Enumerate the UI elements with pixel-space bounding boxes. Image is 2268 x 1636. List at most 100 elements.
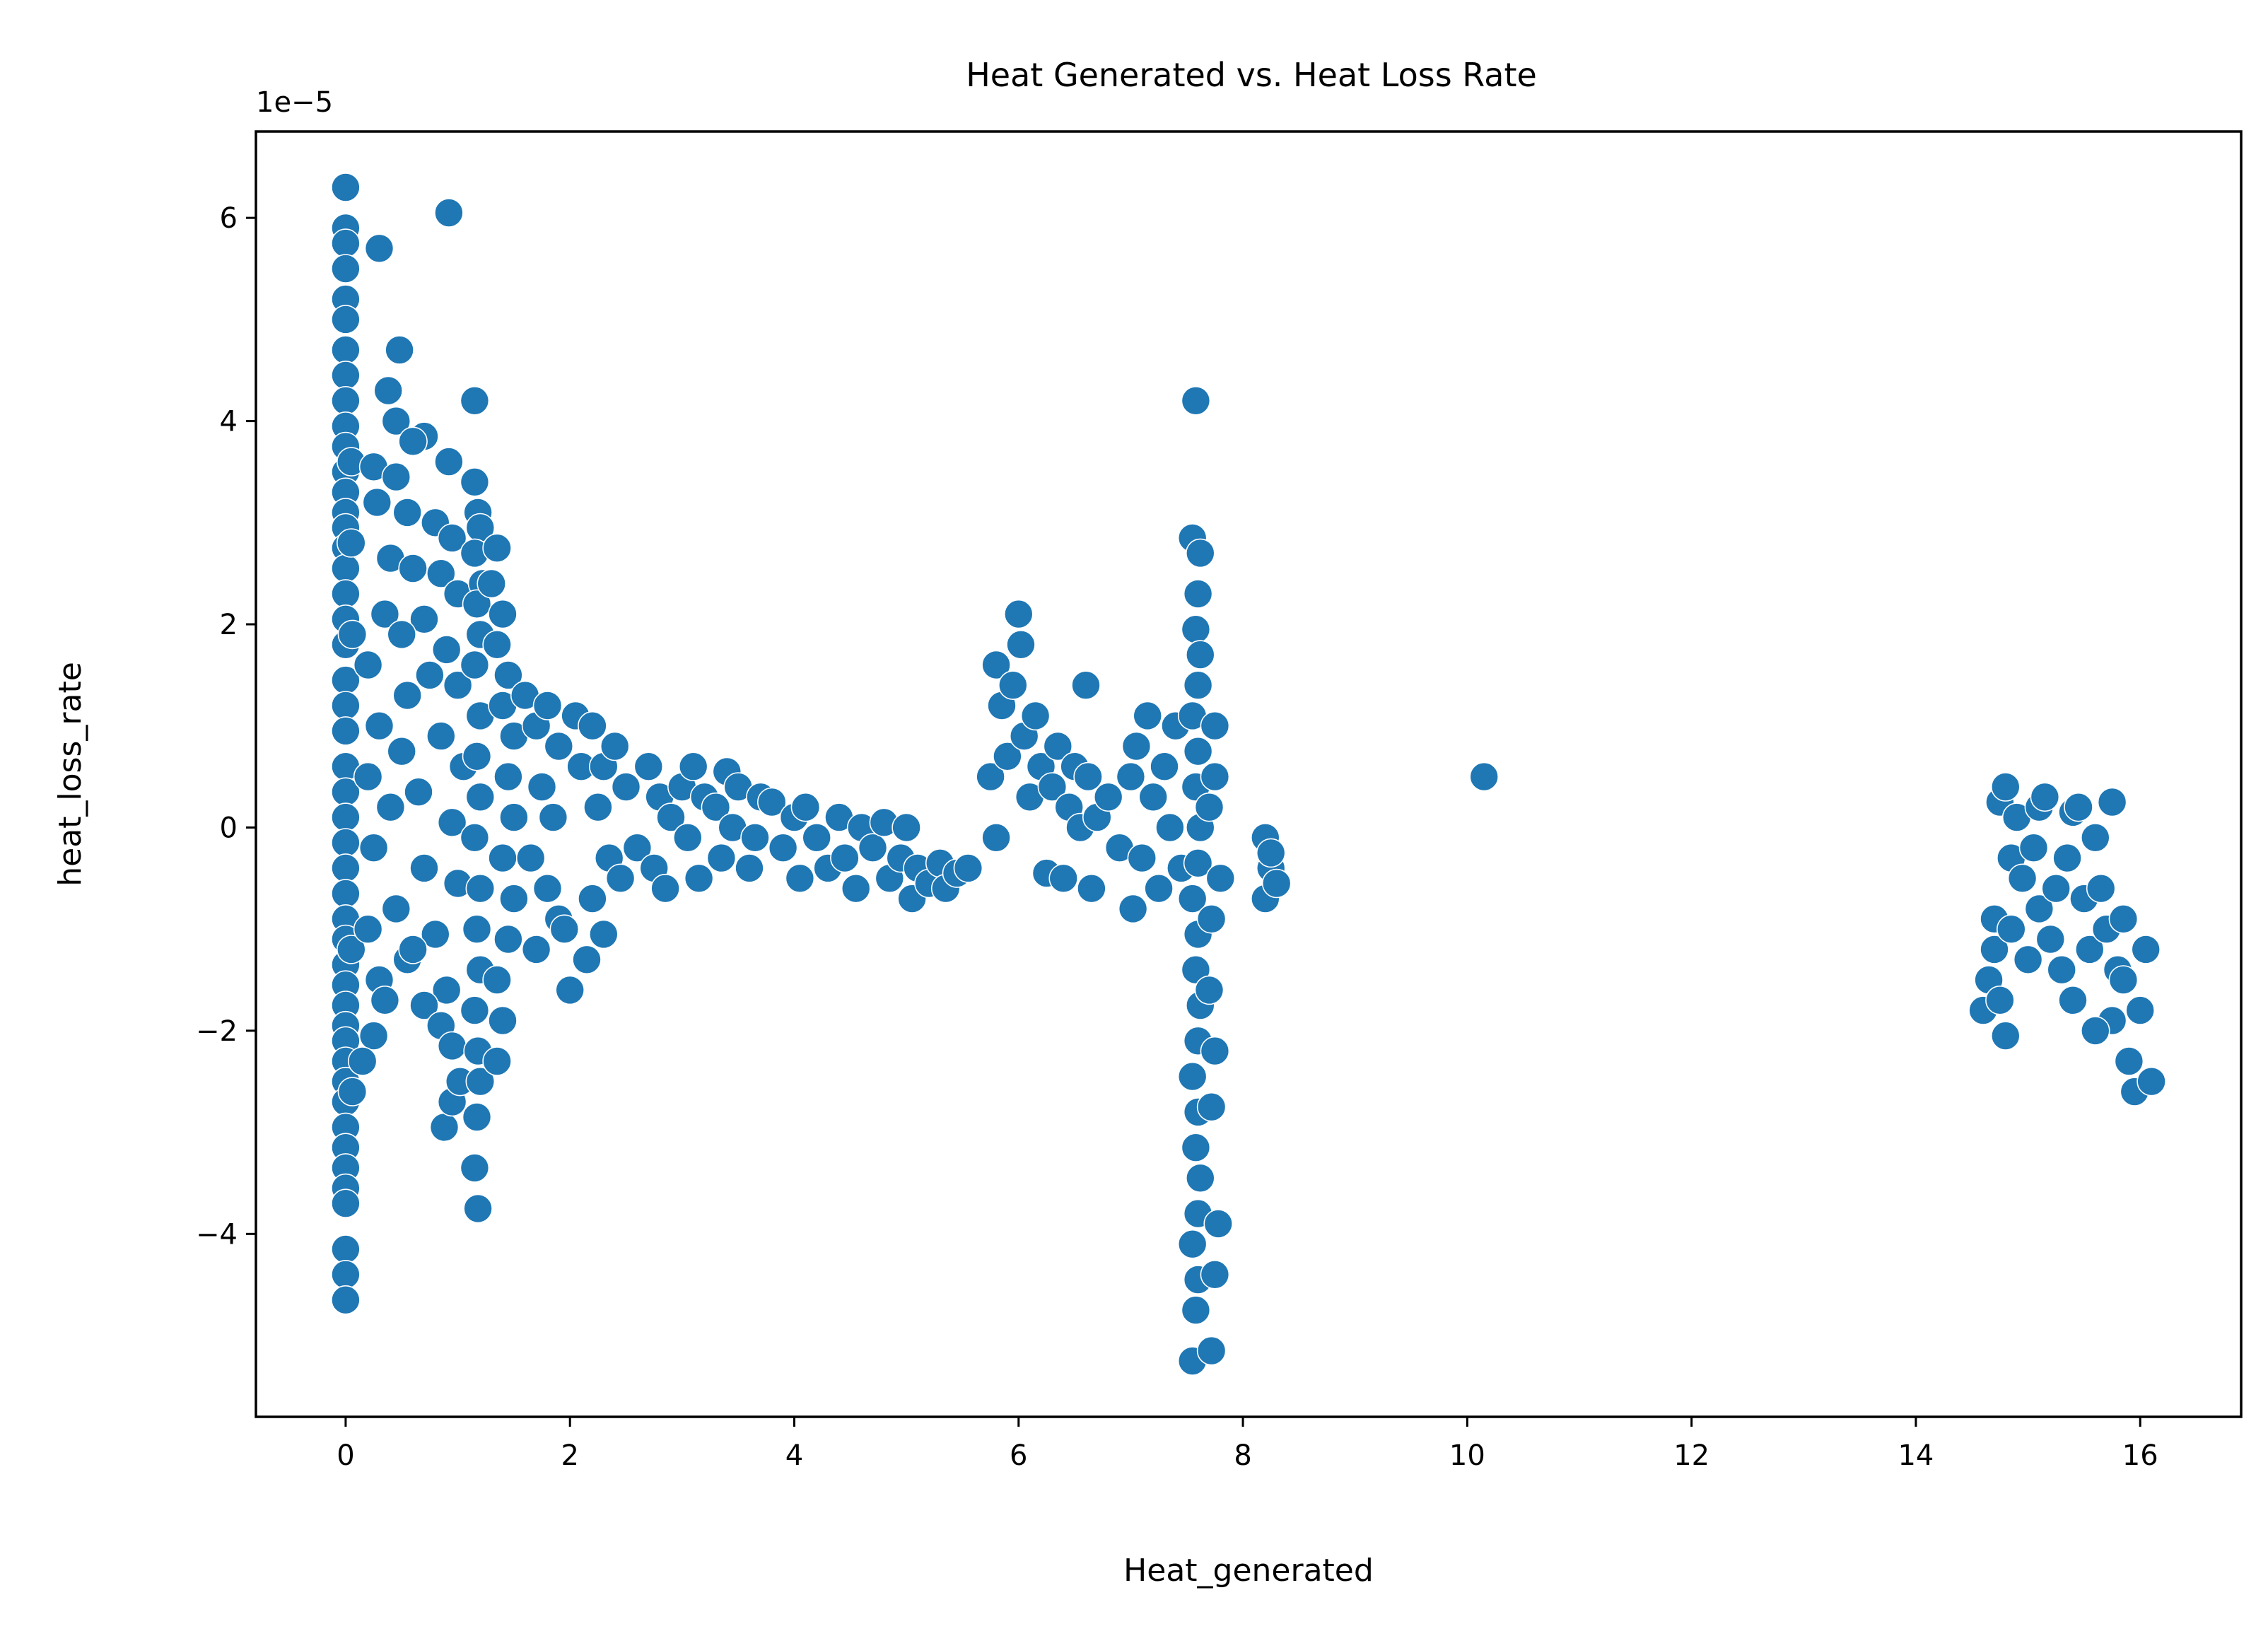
data-point <box>1194 792 1224 822</box>
data-point <box>1261 868 1292 899</box>
data-point <box>1200 1036 1230 1066</box>
data-point <box>493 924 523 954</box>
data-point <box>1181 385 1211 416</box>
y-axis-label: heat_loss_rate <box>52 662 88 887</box>
data-point <box>633 752 664 781</box>
data-point <box>488 1005 518 1036</box>
data-point <box>437 523 467 553</box>
data-point <box>398 935 428 964</box>
data-point <box>2075 935 2105 964</box>
data-point <box>2081 823 2110 853</box>
data-point <box>482 1046 512 1076</box>
data-point <box>2081 1016 2110 1046</box>
x-tick-label: 0 <box>337 1439 354 1472</box>
data-point <box>2064 792 2093 822</box>
data-point <box>830 843 860 873</box>
data-point <box>1037 772 1068 802</box>
plot-area-frame <box>255 130 2243 1418</box>
data-point <box>331 335 361 365</box>
data-point <box>1121 731 1152 761</box>
data-point <box>1186 640 1215 670</box>
data-point <box>362 487 392 518</box>
data-point <box>790 792 821 822</box>
data-point <box>735 853 764 883</box>
x-tick-label: 8 <box>1234 1439 1251 1472</box>
data-point <box>477 568 507 599</box>
data-point <box>740 823 770 853</box>
data-point <box>1177 1061 1208 1092</box>
data-point <box>493 761 523 792</box>
data-point <box>373 375 404 406</box>
data-point <box>538 802 568 832</box>
y-tick-label: 4 <box>220 406 238 438</box>
data-point <box>1133 701 1162 731</box>
data-point <box>2041 873 2071 904</box>
data-point <box>431 975 462 1005</box>
data-point <box>555 975 585 1005</box>
data-point <box>482 965 512 995</box>
y-axis-ticks: −4 −2 0 2 4 6 <box>196 202 256 1251</box>
data-point <box>437 1031 467 1061</box>
data-point <box>2047 954 2076 985</box>
data-point <box>404 777 433 807</box>
data-point <box>409 604 439 634</box>
data-point <box>841 873 871 904</box>
data-point <box>549 914 580 944</box>
data-point <box>1196 904 1227 934</box>
data-point <box>387 736 417 766</box>
data-point <box>1177 884 1208 913</box>
data-point <box>2013 945 2043 975</box>
data-point <box>499 802 529 832</box>
data-point <box>1194 975 1224 1005</box>
data-point <box>331 228 361 258</box>
x-tick-label: 16 <box>2122 1439 2158 1472</box>
data-point <box>1183 670 1213 701</box>
data-point <box>1205 863 1236 894</box>
data-point <box>578 711 607 741</box>
data-point <box>336 528 366 558</box>
x-axis-ticks: 0 2 4 6 8 10 12 14 16 <box>337 1417 2158 1472</box>
data-point <box>611 772 641 802</box>
data-point <box>768 833 798 863</box>
data-point <box>2030 782 2060 812</box>
data-point <box>532 691 563 720</box>
data-point <box>1048 863 1078 894</box>
data-point <box>353 914 383 944</box>
data-point <box>527 772 557 802</box>
data-point <box>1186 1163 1215 1193</box>
data-point <box>331 853 361 883</box>
data-point <box>429 1112 460 1143</box>
data-point <box>1997 914 2026 944</box>
data-point <box>678 752 708 781</box>
data-point <box>1077 873 1106 904</box>
data-point <box>1006 629 1036 660</box>
data-point <box>1991 772 2021 802</box>
data-point <box>381 406 411 436</box>
data-point <box>1181 1133 1211 1162</box>
data-point <box>858 833 888 863</box>
data-point <box>583 792 613 822</box>
data-point <box>392 498 423 527</box>
data-point <box>331 554 361 583</box>
data-point <box>465 1066 496 1097</box>
data-point <box>2137 1066 2166 1097</box>
data-point <box>684 863 714 894</box>
data-point <box>802 823 831 853</box>
data-point <box>993 742 1022 771</box>
data-point <box>462 742 492 771</box>
data-point <box>2058 986 2088 1015</box>
data-point <box>431 635 462 665</box>
data-point <box>757 787 787 817</box>
data-point <box>460 385 490 416</box>
data-point <box>976 761 1005 792</box>
data-point <box>1150 752 1179 781</box>
data-point <box>1196 1336 1227 1366</box>
x-tick-label: 10 <box>1449 1439 1485 1472</box>
data-point <box>437 807 467 838</box>
data-point <box>415 660 445 690</box>
data-point <box>347 1046 378 1076</box>
data-point <box>1144 873 1174 904</box>
y-tick-label: −2 <box>196 1015 238 1048</box>
data-point <box>331 828 361 858</box>
data-point <box>2086 873 2116 904</box>
